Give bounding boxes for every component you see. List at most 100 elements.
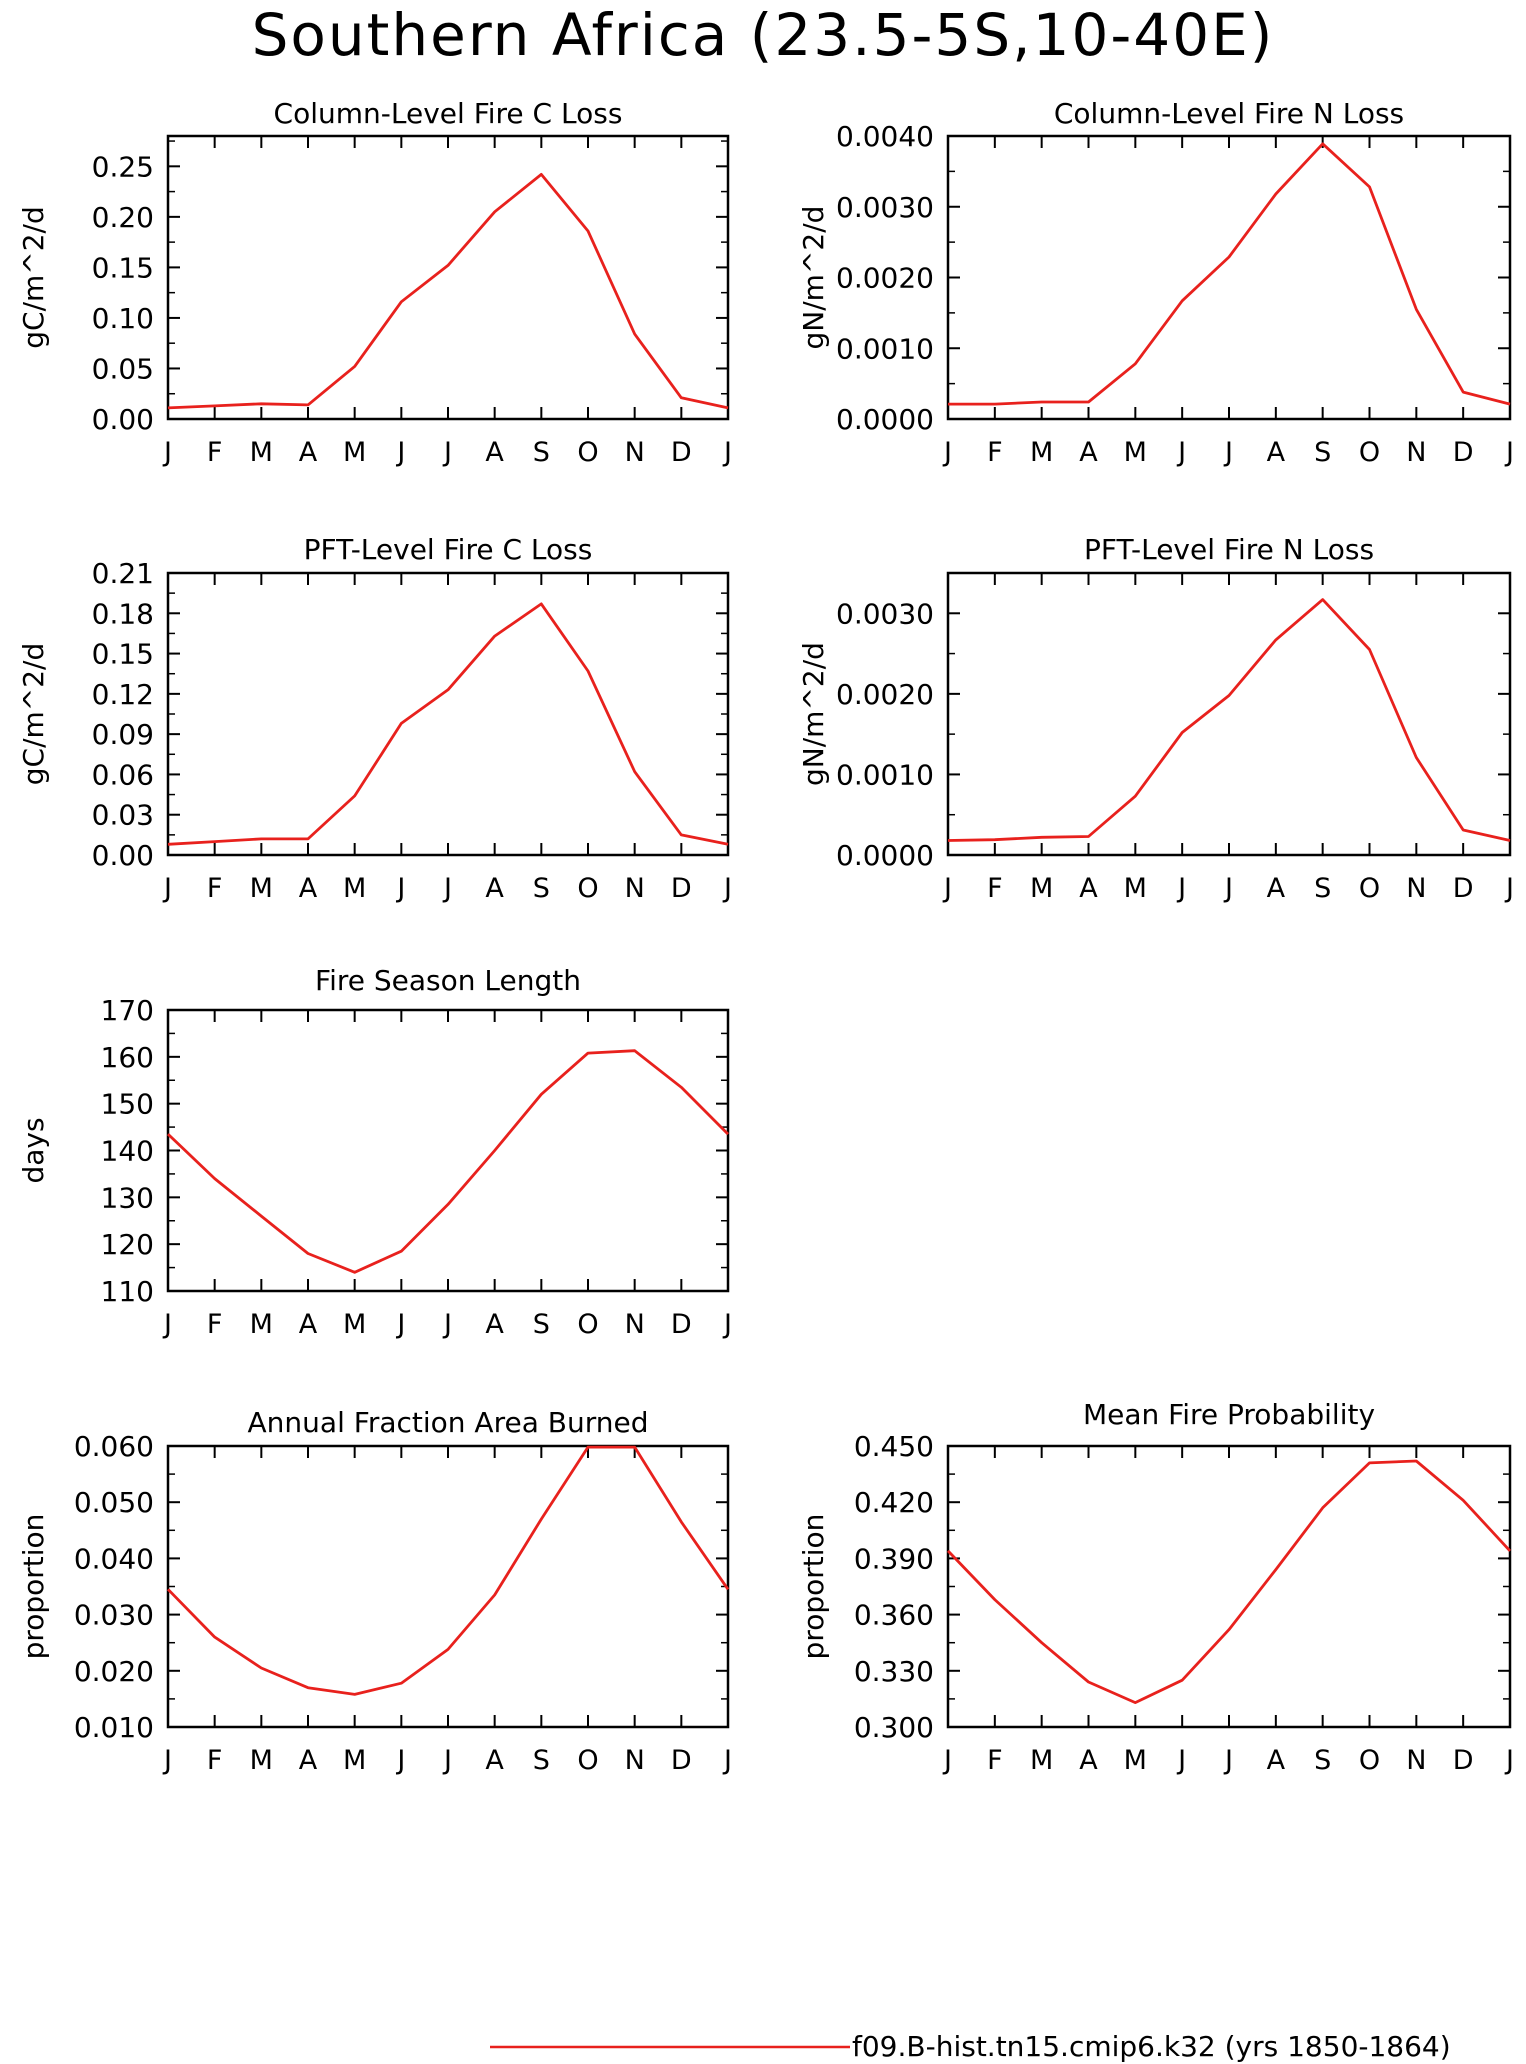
series-line [948, 142, 1511, 406]
x-tick-label: J [722, 1745, 732, 1776]
x-tick-label: O [1359, 437, 1380, 468]
x-tick-label: M [1030, 1745, 1053, 1776]
y-tick-label: 0.0020 [836, 678, 934, 711]
x-tick-label: J [442, 437, 452, 468]
x-tick-label: F [207, 1745, 223, 1776]
x-tick-label: J [1223, 873, 1233, 904]
x-tick-label: O [577, 873, 598, 904]
x-tick-label: J [162, 1745, 172, 1776]
y-tick-label: 0.300 [854, 1711, 934, 1744]
y-axis-label: proportion [797, 1514, 830, 1660]
y-tick-label: 0.020 [74, 1655, 154, 1688]
y-tick-label: 0.0010 [836, 332, 934, 365]
x-tick-label: N [625, 873, 645, 904]
x-tick-label: D [671, 873, 692, 904]
y-tick-label: 0.12 [92, 678, 154, 711]
y-tick-label: 0.0000 [836, 403, 934, 436]
x-tick-label: S [1314, 1745, 1331, 1776]
x-tick-label: J [722, 437, 732, 468]
y-tick-label: 120 [101, 1228, 154, 1261]
x-tick-label: J [162, 1309, 172, 1340]
x-tick-label: A [485, 1309, 504, 1340]
y-tick-label: 0.030 [74, 1599, 154, 1632]
x-tick-label: A [299, 873, 318, 904]
y-tick-label: 0.060 [74, 1430, 154, 1463]
x-tick-label: N [1406, 1745, 1426, 1776]
x-tick-label: M [250, 437, 273, 468]
series-line [167, 172, 729, 410]
x-tick-label: J [1223, 437, 1233, 468]
x-tick-label: N [625, 1745, 645, 1776]
y-axis-label: gN/m^2/d [797, 642, 830, 786]
y-axis-label: days [17, 1117, 50, 1183]
x-tick-label: M [1124, 873, 1147, 904]
y-tick-label: 0.15 [92, 251, 154, 284]
y-tick-label: 0.360 [854, 1599, 934, 1632]
x-tick-label: J [1504, 1745, 1514, 1776]
y-tick-label: 0.10 [92, 302, 154, 335]
x-tick-label: N [1406, 873, 1426, 904]
series-line [167, 1049, 729, 1274]
x-tick-label: M [250, 1309, 273, 1340]
x-tick-label: D [671, 1745, 692, 1776]
x-tick-label: O [1359, 873, 1380, 904]
y-tick-label: 0.03 [92, 799, 154, 832]
x-tick-label: D [1453, 437, 1474, 468]
chart-title: PFT-Level Fire N Loss [1084, 533, 1374, 566]
x-tick-label: S [533, 1745, 550, 1776]
y-tick-label: 0.21 [92, 557, 154, 590]
x-tick-label: F [987, 437, 1003, 468]
chart-title: Column-Level Fire C Loss [274, 97, 623, 130]
y-tick-label: 0.0030 [836, 597, 934, 630]
x-tick-label: O [577, 1745, 598, 1776]
chart-title: Column-Level Fire N Loss [1054, 97, 1404, 130]
y-tick-label: 0.25 [92, 150, 154, 183]
y-tick-label: 0.0000 [836, 839, 934, 872]
x-tick-label: D [1453, 873, 1474, 904]
y-axis-label: gC/m^2/d [17, 643, 50, 786]
x-tick-label: A [1079, 873, 1098, 904]
x-tick-label: J [1176, 873, 1186, 904]
x-tick-label: J [395, 437, 405, 468]
x-tick-label: M [343, 1745, 366, 1776]
x-tick-label: A [299, 1745, 318, 1776]
y-tick-label: 0.00 [92, 403, 154, 436]
x-tick-label: A [1079, 437, 1098, 468]
x-tick-label: A [299, 1309, 318, 1340]
y-tick-label: 170 [101, 994, 154, 1027]
x-tick-label: A [485, 437, 504, 468]
x-tick-label: A [1267, 437, 1286, 468]
x-tick-label: N [625, 437, 645, 468]
chart-title: Annual Fraction Area Burned [248, 1406, 649, 1439]
series-line [946, 1459, 1512, 1704]
x-tick-label: M [250, 1745, 273, 1776]
x-tick-label: M [1030, 873, 1053, 904]
x-tick-label: D [671, 437, 692, 468]
y-tick-label: 0.040 [74, 1542, 154, 1575]
x-tick-label: J [1504, 437, 1514, 468]
x-tick-label: J [162, 873, 172, 904]
y-tick-label: 160 [101, 1041, 154, 1074]
y-axis-label: gC/m^2/d [17, 206, 50, 349]
x-tick-label: A [485, 1745, 504, 1776]
x-tick-label: J [395, 873, 405, 904]
y-tick-label: 0.00 [92, 839, 154, 872]
y-tick-label: 0.06 [92, 758, 154, 791]
x-tick-label: J [722, 1309, 732, 1340]
x-tick-label: A [1079, 1745, 1098, 1776]
x-tick-label: J [1176, 437, 1186, 468]
x-tick-label: O [1359, 1745, 1380, 1776]
x-tick-label: J [942, 873, 952, 904]
y-tick-label: 0.420 [854, 1486, 934, 1519]
x-tick-label: A [1267, 1745, 1286, 1776]
x-tick-label: A [485, 873, 504, 904]
x-tick-label: M [343, 1309, 366, 1340]
series-line [166, 1445, 730, 1696]
y-tick-label: 150 [101, 1088, 154, 1121]
